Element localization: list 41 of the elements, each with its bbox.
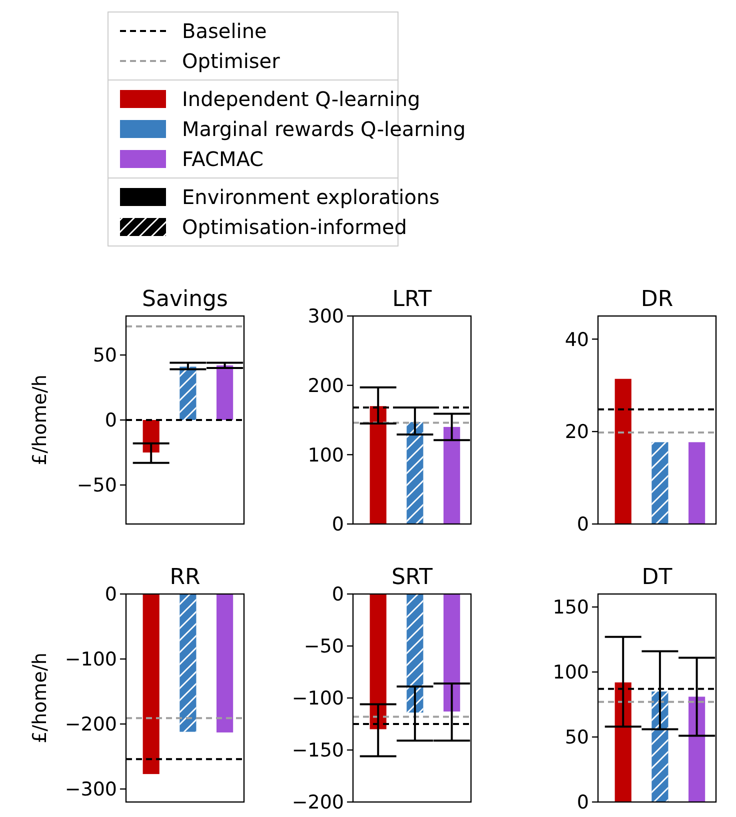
chart-title: LRT (392, 287, 432, 312)
chart-title: DT (642, 565, 673, 590)
chart-title: Savings (142, 287, 228, 312)
bar (216, 365, 234, 420)
y-axis-title: £/home/h (29, 652, 51, 744)
y-tick-label: 0 (104, 410, 117, 432)
y-tick-label: 150 (552, 596, 589, 619)
legend-label: Independent Q-learning (182, 87, 420, 111)
y-tick-label: −100 (64, 648, 117, 671)
y-tick-label: 40 (564, 328, 589, 351)
text: Environment explorations (182, 185, 440, 209)
bar (370, 406, 386, 524)
y-tick-label: −100 (292, 688, 344, 710)
y-tick-label: 0 (576, 514, 589, 536)
y-tick-label: 20 (564, 421, 589, 444)
legend-label: Marginal rewards Q-learning (182, 117, 466, 141)
y-tick-label: 0 (332, 584, 344, 606)
y-tick-label: −150 (292, 740, 344, 762)
y-tick-label: −200 (292, 792, 344, 814)
text: Optimisation-informed (182, 215, 407, 239)
y-tick-label: 100 (308, 444, 344, 466)
y-tick-label: 200 (308, 374, 344, 397)
legend-label: Optimiser (182, 49, 281, 73)
y-tick-label: 0 (332, 514, 344, 536)
y-tick-label: 300 (308, 306, 344, 328)
y-tick-label: −300 (64, 778, 117, 801)
y-tick-label: 50 (564, 726, 589, 749)
y-tick-label: 50 (92, 344, 117, 367)
y-tick-label: −50 (76, 474, 117, 497)
y-tick-label: −200 (64, 714, 117, 736)
chart-title: DR (640, 287, 674, 312)
y-tick-label: −50 (304, 636, 344, 658)
bar (444, 426, 460, 524)
y-tick-label: 0 (104, 584, 117, 606)
y-tick-label: 0 (576, 792, 589, 814)
legend-label: Baseline (182, 19, 267, 43)
y-axis-title: £/home/h (29, 374, 51, 466)
legend-label: FACMAC (182, 147, 264, 171)
chart-title: RR (170, 565, 200, 590)
chart-title: SRT (391, 565, 434, 590)
y-tick-label: 100 (552, 662, 589, 684)
